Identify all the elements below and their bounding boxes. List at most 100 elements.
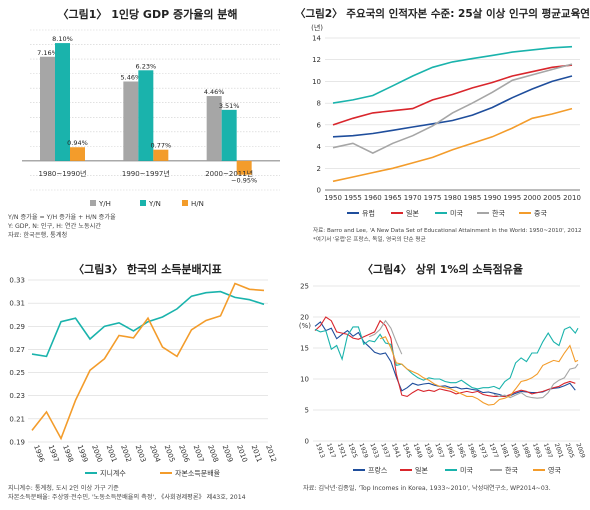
x-tick-label: 1937 <box>379 442 391 459</box>
y-tick-label: 20 <box>300 314 309 322</box>
y-axis-unit: (%) <box>299 322 311 330</box>
x-tick-label: 1985 <box>509 442 521 459</box>
x-tick-label: 2007 <box>192 444 206 463</box>
chart-title: 〈그림3〉 한국의 소득분배지표 <box>73 263 222 276</box>
bar-yn <box>138 70 154 161</box>
category-label: 1980~1990년 <box>39 169 87 178</box>
y-tick-label: 12 <box>312 56 321 64</box>
legend-label: 한국 <box>505 467 518 475</box>
y-tick-label: 0.21 <box>9 415 25 423</box>
x-tick-label: 1990 <box>483 194 501 202</box>
bar-chart: 7.16% 8.10% 0.94% 1980~1990년 5.46% 6.23% 0.77%… <box>22 29 280 208</box>
y-tick-label: 0.29 <box>9 323 25 331</box>
legend-label: 일본 <box>415 466 428 475</box>
data-label: 4.46% <box>204 88 225 96</box>
legend-swatch <box>90 200 96 206</box>
y-tick-label: 0.27 <box>9 346 25 354</box>
legend-label: 프랑스 <box>368 467 388 475</box>
legend-label: 한국 <box>492 210 505 218</box>
data-label: 8.10% <box>52 35 73 43</box>
x-tick-label: 1945 <box>401 442 413 459</box>
x-tick-label: 1917 <box>325 442 337 459</box>
legend-label: 자본소득분배율 <box>175 469 221 478</box>
legend-label: 미국 <box>460 466 473 475</box>
x-tick-label: 2000 <box>523 194 541 202</box>
x-tick-label: 1960 <box>364 194 382 202</box>
y-tick-label: 8 <box>317 100 321 108</box>
series-line-지니계수 <box>31 290 265 358</box>
x-tick-label: 1997 <box>47 444 61 463</box>
x-tick-label: 1929 <box>358 442 370 459</box>
x-tick-label: 2009 <box>221 444 235 463</box>
x-tick-label: 1950 <box>324 194 342 202</box>
category-label: 1990~1997년 <box>122 169 170 178</box>
x-tick-label: 1995 <box>503 194 521 202</box>
legend-label: 유럽 <box>362 209 375 218</box>
chart-panel-gdp-growth: 〈그림1〉 1인당 GDP 증가율의 분해 7.16% 8.10% 0.94% 198… <box>0 0 295 255</box>
x-tick-label: 1957 <box>433 442 445 459</box>
y-tick-label: 15 <box>300 345 309 353</box>
series-line-한국 <box>368 319 403 355</box>
x-tick-label: 1985 <box>464 194 482 202</box>
legend-label: 일본 <box>406 209 419 218</box>
data-label: 7.16% <box>37 49 58 57</box>
y-tick-label: 5 <box>305 407 309 415</box>
x-tick-label: 2004 <box>148 444 162 464</box>
series-line-미국 <box>332 45 573 104</box>
legend-label: 영국 <box>548 466 561 475</box>
x-tick-label: 1965 <box>455 442 467 459</box>
legend-label: H/N <box>191 200 204 208</box>
legend-label: 중국 <box>534 210 547 218</box>
x-tick-label: 2001 <box>553 442 565 459</box>
x-tick-label: 2009 <box>574 442 586 459</box>
chart-panel-income-distribution: 〈그림3〉 한국의 소득분배지표 0.19 0.21 0.23 0.25 0.27 0.2… <box>0 255 295 510</box>
series-line-중국 <box>332 107 573 183</box>
x-tick-label: 2011 <box>250 444 264 463</box>
y-tick-label: 0.33 <box>9 277 25 285</box>
legend-label: 지니계수 <box>100 469 126 478</box>
x-tick-label: 2010 <box>563 194 581 202</box>
y-tick-label: 10 <box>312 78 321 86</box>
chart-note: Y/N 증가율 = Y/H 증가율 + H/N 증가율 <box>8 214 116 221</box>
y-tick-label: 0.31 <box>9 300 25 308</box>
line-chart: 0 5 10 15 20 25 (%) 1913 1917 1921 1925 1929 1933 193… <box>299 283 586 475</box>
chart-title: 〈그림1〉 1인당 GDP 증가율의 분해 <box>57 8 238 21</box>
series-line-프랑스 <box>314 321 576 397</box>
x-tick-label: 1989 <box>520 442 532 459</box>
x-tick-label: 1970 <box>404 194 422 202</box>
x-tick-label: 1980 <box>444 194 462 202</box>
chart-title: 〈그림4〉 상위 1%의 소득점유율 <box>361 263 524 276</box>
x-tick-label: 1999 <box>76 444 90 463</box>
x-tick-label: 1955 <box>344 194 362 202</box>
chart-note: 자료: Barro and Lee, 'A New Data Set of Ed… <box>313 228 582 234</box>
series-line-일본 <box>314 316 576 397</box>
x-tick-label: 2008 <box>206 444 220 463</box>
bar-yh <box>40 56 55 161</box>
x-tick-label: 1949 <box>412 442 424 459</box>
y-tick-label: 0 <box>317 187 321 195</box>
data-label: 6.23% <box>136 62 157 70</box>
x-tick-label: 2003 <box>134 444 148 463</box>
x-tick-label: 2010 <box>235 444 249 463</box>
x-tick-label: 2012 <box>264 444 278 463</box>
bar-hn <box>236 160 252 175</box>
data-label: 3.51% <box>219 102 240 110</box>
y-tick-label: 4 <box>317 143 322 151</box>
y-tick-label: 10 <box>300 376 309 384</box>
x-tick-label: 1925 <box>347 442 359 459</box>
y-tick-label: 14 <box>312 35 321 43</box>
x-tick-label: 1973 <box>477 442 489 459</box>
x-tick-label: 1941 <box>390 442 402 459</box>
x-tick-label: 2002 <box>119 444 133 463</box>
y-tick-label: 0.23 <box>9 392 25 400</box>
category-label: 2000~2011년 <box>205 169 253 178</box>
x-tick-label: 2005 <box>163 444 177 463</box>
chart-panel-top-income-share: 〈그림4〉 상위 1%의 소득점유율 0 5 10 15 20 25 (%) 1913 1917… <box>295 255 590 510</box>
x-tick-label: 1953 <box>423 442 435 459</box>
chart-note: *여기서 '유럽'은 프랑스, 독일, 영국의 단순 평균 <box>313 237 426 243</box>
y-tick-label: 0 <box>305 438 309 446</box>
series-line-영국 <box>379 336 579 406</box>
bar-yh <box>206 96 222 161</box>
legend-label: Y/H <box>98 200 111 208</box>
